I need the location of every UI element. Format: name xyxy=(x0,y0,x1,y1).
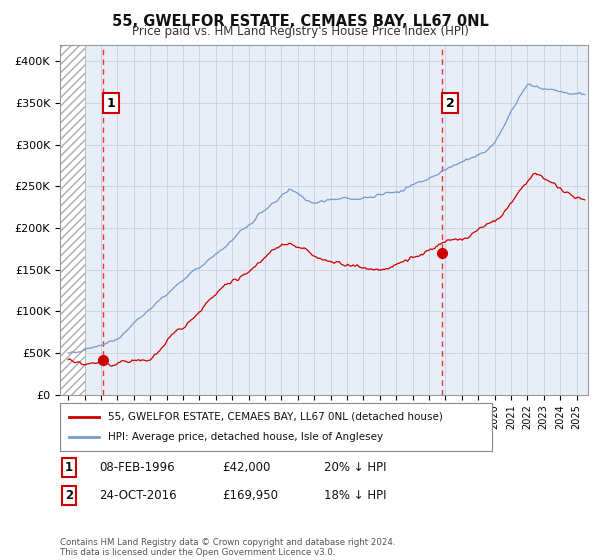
Text: 20% ↓ HPI: 20% ↓ HPI xyxy=(324,461,386,474)
Text: 1: 1 xyxy=(106,97,115,110)
Text: 2: 2 xyxy=(446,97,455,110)
Text: HPI: Average price, detached house, Isle of Anglesey: HPI: Average price, detached house, Isle… xyxy=(107,432,383,442)
Text: £169,950: £169,950 xyxy=(222,489,278,502)
Text: £42,000: £42,000 xyxy=(222,461,271,474)
Text: 24-OCT-2016: 24-OCT-2016 xyxy=(99,489,176,502)
Text: 08-FEB-1996: 08-FEB-1996 xyxy=(99,461,175,474)
Bar xyxy=(60,45,85,395)
Text: 55, GWELFOR ESTATE, CEMAES BAY, LL67 0NL (detached house): 55, GWELFOR ESTATE, CEMAES BAY, LL67 0NL… xyxy=(107,412,442,422)
Text: 2: 2 xyxy=(65,489,73,502)
Text: 55, GWELFOR ESTATE, CEMAES BAY, LL67 0NL: 55, GWELFOR ESTATE, CEMAES BAY, LL67 0NL xyxy=(112,14,488,29)
Text: 1: 1 xyxy=(65,461,73,474)
Text: 18% ↓ HPI: 18% ↓ HPI xyxy=(324,489,386,502)
Text: Price paid vs. HM Land Registry's House Price Index (HPI): Price paid vs. HM Land Registry's House … xyxy=(131,25,469,38)
Text: Contains HM Land Registry data © Crown copyright and database right 2024.
This d: Contains HM Land Registry data © Crown c… xyxy=(60,538,395,557)
